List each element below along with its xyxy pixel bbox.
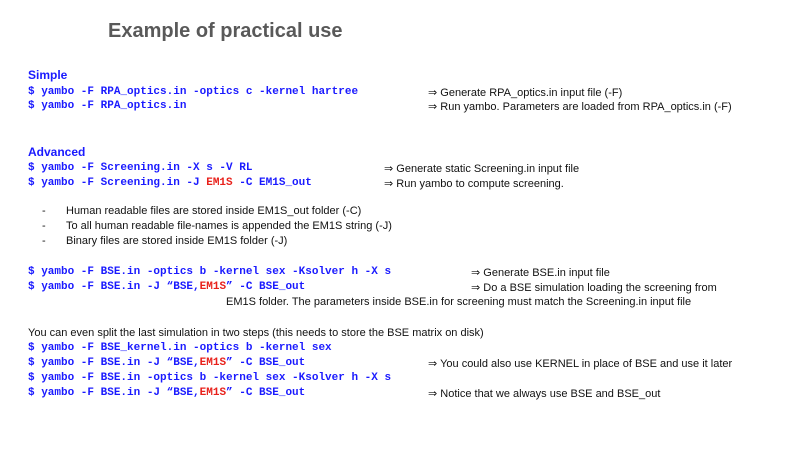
highlight-em1s: EM1S bbox=[199, 357, 227, 369]
command-note: ⇒ Run yambo. Parameters are loaded from … bbox=[428, 101, 732, 113]
command-text: $ yambo -F Screening.in -X s -V RL bbox=[28, 162, 253, 174]
section-heading-simple: Simple bbox=[28, 68, 68, 82]
highlight-em1s: EM1S bbox=[199, 387, 227, 399]
command-text: $ yambo -F BSE_kernel.in -optics b -kern… bbox=[28, 342, 332, 354]
highlight-em1s: EM1S bbox=[206, 177, 233, 189]
command-note: ⇒ You could also use KERNEL in place of … bbox=[428, 358, 733, 370]
command-text: $ yambo -F RPA_optics.in bbox=[28, 100, 187, 112]
command-text: $ yambo -F BSE.in -optics b -kernel sex … bbox=[28, 266, 392, 278]
command-text: $ yambo -F BSE.in -J “BSE,EM1S” -C BSE_o… bbox=[28, 357, 306, 369]
command-text: $ yambo -F BSE.in -J “BSE,EM1S” -C BSE_o… bbox=[28, 281, 306, 293]
list-item: - Binary files are stored inside EM1S fol… bbox=[42, 235, 288, 247]
list-item: - Human readable files are stored inside … bbox=[42, 205, 362, 217]
command-note: ⇒ Notice that we always use BSE and BSE_… bbox=[428, 388, 661, 400]
command-note: ⇒ Generate RPA_optics.in input file (-F) bbox=[428, 87, 623, 99]
section-heading-advanced: Advanced bbox=[28, 145, 86, 159]
command-text: $ yambo -F RPA_optics.in -optics c -kern… bbox=[28, 86, 359, 98]
command-note: ⇒ Generate BSE.in input file bbox=[471, 267, 610, 279]
split-intro: You can even split the last simulation i… bbox=[28, 327, 484, 339]
command-note-continuation: EM1S folder. The parameters inside BSE.i… bbox=[226, 296, 692, 308]
command-note: ⇒ Do a BSE simulation loading the screen… bbox=[471, 282, 717, 294]
highlight-em1s: EM1S bbox=[199, 281, 227, 293]
command-text: $ yambo -F BSE.in -J “BSE,EM1S” -C BSE_o… bbox=[28, 387, 306, 399]
command-text: $ yambo -F BSE.in -optics b -kernel sex … bbox=[28, 372, 392, 384]
command-note: ⇒ Generate static Screening.in input fil… bbox=[384, 163, 580, 175]
command-note: ⇒ Run yambo to compute screening. bbox=[384, 178, 564, 190]
command-text: $ yambo -F Screening.in -J EM1S -C EM1S_… bbox=[28, 177, 312, 189]
page-title: Example of practical use bbox=[108, 20, 343, 42]
list-item: - To all human readable file-names is app… bbox=[42, 220, 392, 232]
